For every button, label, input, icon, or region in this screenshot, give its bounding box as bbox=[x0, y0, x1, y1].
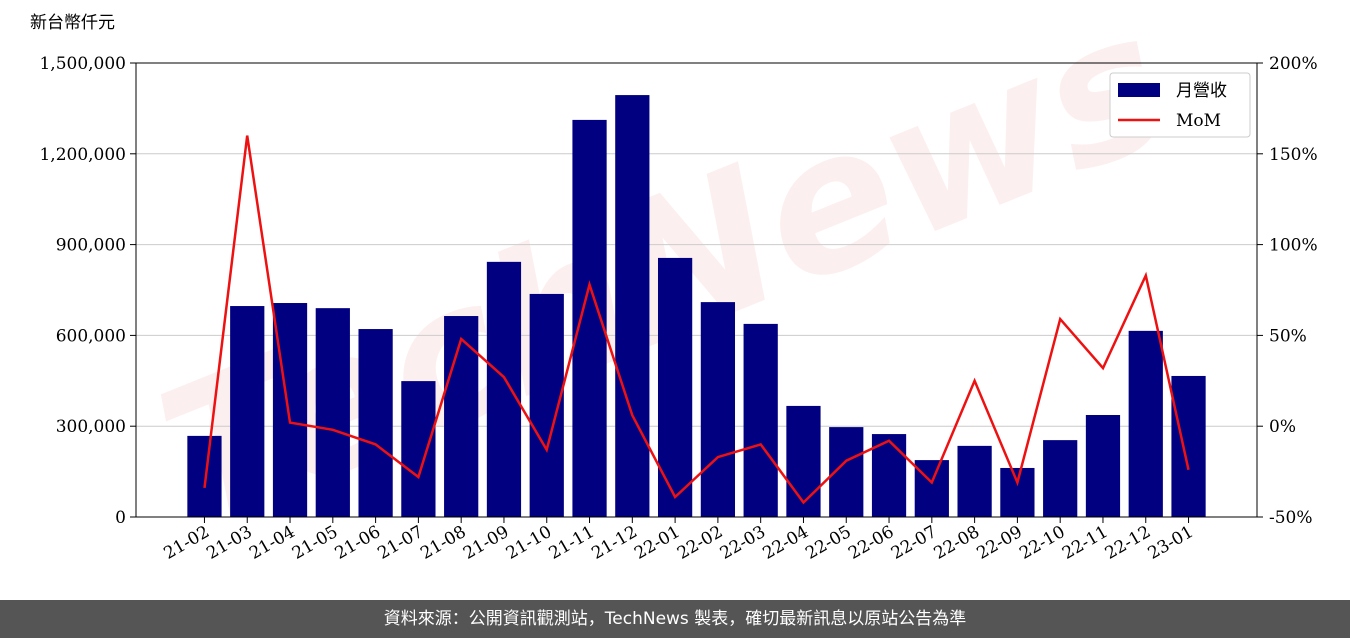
chart: 新台幣仟元 TechNews0300,000600,000900,0001,20… bbox=[30, 0, 1318, 570]
y-tick-label: 0 bbox=[115, 508, 126, 528]
x-tick-label: 23-01 bbox=[1145, 522, 1197, 564]
x-tick-label: 21-09 bbox=[460, 522, 512, 564]
bar bbox=[1085, 415, 1121, 517]
x-tick-label: 21-07 bbox=[374, 522, 426, 564]
y-tick-label: 300,000 bbox=[56, 417, 126, 437]
y2-tick-label: 100% bbox=[1269, 236, 1318, 256]
bar bbox=[315, 308, 350, 517]
bar bbox=[486, 261, 522, 517]
x-tick-label: 22-11 bbox=[1059, 522, 1111, 564]
x-tick-label: 22-09 bbox=[973, 522, 1025, 564]
y-tick-label: 900,000 bbox=[56, 236, 126, 256]
bar bbox=[230, 306, 265, 517]
bar bbox=[657, 257, 693, 517]
bar bbox=[444, 316, 479, 517]
x-tick-label: 21-08 bbox=[417, 522, 469, 564]
x-tick-label: 22-12 bbox=[1102, 522, 1154, 564]
bar bbox=[700, 302, 736, 517]
y-tick-label: 1,200,000 bbox=[39, 145, 126, 165]
line bbox=[203, 135, 1190, 505]
x-tick-label: 21-12 bbox=[588, 522, 640, 564]
bar bbox=[957, 445, 992, 517]
footer: 資料來源：公開資訊觀測站，TechNews 製表，確切最新訊息以原站公告為準 bbox=[0, 600, 1350, 638]
legend-label: 月營收 bbox=[1176, 81, 1227, 101]
x-tick-label: 22-08 bbox=[931, 522, 983, 564]
legend-swatch bbox=[1118, 83, 1160, 97]
bar bbox=[786, 405, 821, 517]
x-tick-label: 22-06 bbox=[845, 522, 897, 564]
bar bbox=[914, 460, 949, 517]
y2-tick-label: -50% bbox=[1269, 508, 1313, 528]
x-tick-label: 22-03 bbox=[717, 522, 769, 564]
bar bbox=[1128, 330, 1163, 517]
legend-label: MoM bbox=[1176, 111, 1221, 131]
y2-tick-label: 200% bbox=[1269, 54, 1318, 74]
bar bbox=[743, 323, 778, 517]
plot-frame bbox=[135, 62, 1258, 518]
bar bbox=[1000, 467, 1035, 517]
x-tick-label: 21-11 bbox=[546, 522, 598, 564]
y-tick-label: 600,000 bbox=[56, 326, 126, 346]
bar bbox=[401, 381, 436, 517]
y2-tick-label: 150% bbox=[1269, 145, 1318, 165]
x-tick-label: 22-04 bbox=[760, 522, 812, 564]
x-tick-label: 21-06 bbox=[332, 522, 384, 564]
bar bbox=[871, 434, 907, 517]
x-tick-label: 22-01 bbox=[631, 522, 683, 564]
bar bbox=[358, 329, 393, 517]
bar bbox=[1171, 375, 1206, 517]
x-tick-label: 22-07 bbox=[888, 522, 940, 564]
y2-tick-label: 50% bbox=[1269, 326, 1307, 346]
bar bbox=[187, 435, 222, 517]
x-tick-label: 22-05 bbox=[802, 522, 854, 564]
bar bbox=[615, 95, 650, 517]
y-tick-label: 1,500,000 bbox=[39, 54, 126, 74]
x-tick-label: 22-10 bbox=[1016, 522, 1068, 564]
x-tick-label: 22-02 bbox=[674, 522, 726, 564]
bar bbox=[1043, 440, 1078, 517]
x-tick-label: 21-02 bbox=[161, 522, 213, 564]
y-axis-title: 新台幣仟元 bbox=[30, 13, 115, 33]
x-tick-label: 21-10 bbox=[503, 522, 555, 564]
y2-tick-label: 0% bbox=[1269, 417, 1296, 437]
